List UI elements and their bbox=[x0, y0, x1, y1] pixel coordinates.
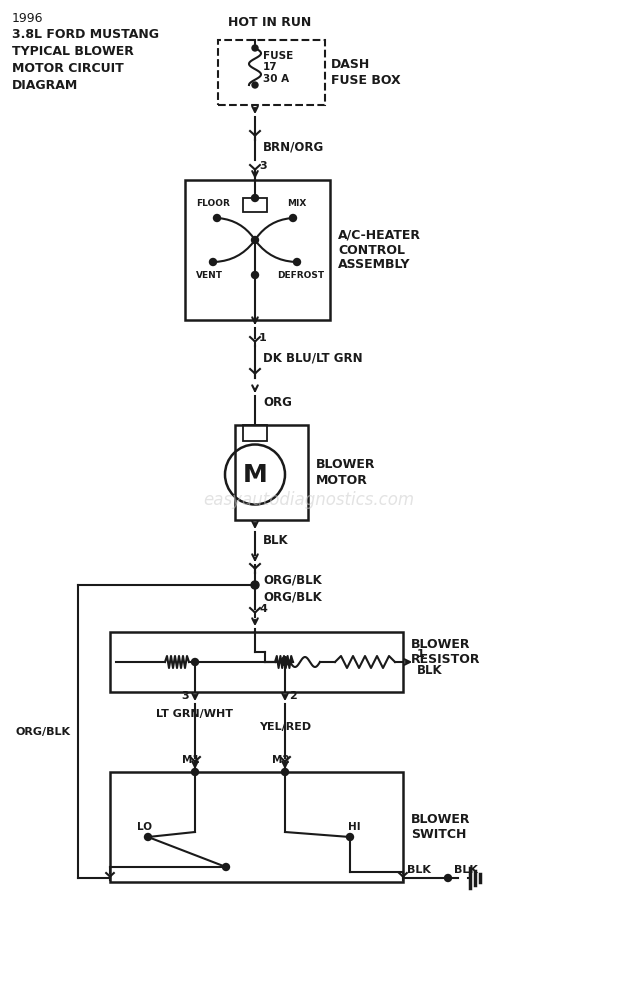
Text: FLOOR: FLOOR bbox=[196, 200, 230, 209]
Text: ORG: ORG bbox=[263, 396, 292, 410]
Text: BLOWER
RESISTOR: BLOWER RESISTOR bbox=[411, 638, 481, 666]
Circle shape bbox=[145, 834, 151, 840]
Bar bbox=[110, 632, 403, 692]
Text: DASH
FUSE BOX: DASH FUSE BOX bbox=[331, 58, 400, 87]
Text: LO: LO bbox=[137, 822, 151, 832]
Text: BRN/ORG: BRN/ORG bbox=[263, 140, 324, 153]
Text: BLOWER
SWITCH: BLOWER SWITCH bbox=[411, 813, 470, 841]
Text: DK BLU/LT GRN: DK BLU/LT GRN bbox=[263, 352, 363, 364]
Text: easyautodiagnostics.com: easyautodiagnostics.com bbox=[203, 491, 415, 509]
Text: LT GRN/WHT: LT GRN/WHT bbox=[156, 709, 234, 719]
Text: YEL/RED: YEL/RED bbox=[259, 722, 311, 732]
Text: BLOWER
MOTOR: BLOWER MOTOR bbox=[316, 458, 376, 487]
Circle shape bbox=[252, 45, 258, 51]
Circle shape bbox=[213, 215, 221, 222]
Text: FUSE
17
30 A: FUSE 17 30 A bbox=[263, 51, 294, 84]
Text: A/C-HEATER
CONTROL
ASSEMBLY: A/C-HEATER CONTROL ASSEMBLY bbox=[338, 229, 421, 271]
Text: HOT IN RUN: HOT IN RUN bbox=[229, 15, 311, 28]
Circle shape bbox=[252, 236, 258, 243]
Text: MOTOR CIRCUIT: MOTOR CIRCUIT bbox=[12, 62, 124, 75]
Text: M: M bbox=[243, 462, 268, 487]
Text: DIAGRAM: DIAGRAM bbox=[12, 79, 78, 92]
Text: BLK: BLK bbox=[407, 865, 431, 875]
Text: 1: 1 bbox=[417, 649, 425, 659]
Circle shape bbox=[192, 768, 198, 776]
Circle shape bbox=[251, 581, 259, 589]
Text: BLK: BLK bbox=[417, 664, 442, 676]
Text: DEFROST: DEFROST bbox=[277, 271, 324, 280]
Bar bbox=[218, 40, 325, 105]
Text: 3.8L FORD MUSTANG: 3.8L FORD MUSTANG bbox=[12, 28, 159, 41]
Circle shape bbox=[252, 194, 258, 202]
Text: BLK: BLK bbox=[454, 865, 478, 875]
Text: ORG/BLK: ORG/BLK bbox=[263, 574, 322, 586]
Text: 4: 4 bbox=[259, 604, 267, 614]
Circle shape bbox=[222, 863, 229, 870]
Text: 1: 1 bbox=[259, 333, 267, 343]
Text: MIX: MIX bbox=[287, 200, 307, 209]
Circle shape bbox=[192, 658, 198, 666]
Circle shape bbox=[210, 258, 216, 265]
Text: M1: M1 bbox=[182, 755, 200, 765]
Bar bbox=[235, 425, 308, 520]
Text: 3: 3 bbox=[259, 161, 266, 171]
Circle shape bbox=[289, 215, 297, 222]
Text: BLK: BLK bbox=[263, 534, 289, 546]
Text: 2: 2 bbox=[289, 691, 297, 701]
Circle shape bbox=[444, 874, 452, 882]
Text: ORG/BLK: ORG/BLK bbox=[263, 590, 322, 603]
Bar bbox=[185, 180, 330, 320]
Text: 1996: 1996 bbox=[12, 12, 43, 25]
Circle shape bbox=[282, 658, 289, 666]
Text: HI: HI bbox=[348, 822, 360, 832]
Circle shape bbox=[282, 768, 289, 776]
Bar bbox=[243, 425, 267, 441]
Text: TYPICAL BLOWER: TYPICAL BLOWER bbox=[12, 45, 134, 58]
Text: 3: 3 bbox=[181, 691, 189, 701]
Text: ORG/BLK: ORG/BLK bbox=[15, 727, 70, 737]
Bar bbox=[243, 198, 267, 212]
Circle shape bbox=[347, 834, 353, 840]
Bar bbox=[110, 772, 403, 882]
Circle shape bbox=[252, 271, 258, 278]
Circle shape bbox=[294, 258, 300, 265]
Circle shape bbox=[252, 82, 258, 88]
Text: M2: M2 bbox=[272, 755, 290, 765]
Text: VENT: VENT bbox=[195, 271, 222, 280]
